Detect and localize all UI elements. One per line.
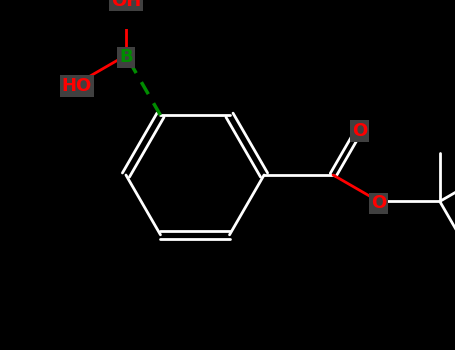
Text: B: B xyxy=(119,48,133,66)
Text: O: O xyxy=(352,122,367,140)
Text: O: O xyxy=(371,194,386,212)
Text: OH: OH xyxy=(111,0,141,9)
Text: HO: HO xyxy=(61,77,92,95)
